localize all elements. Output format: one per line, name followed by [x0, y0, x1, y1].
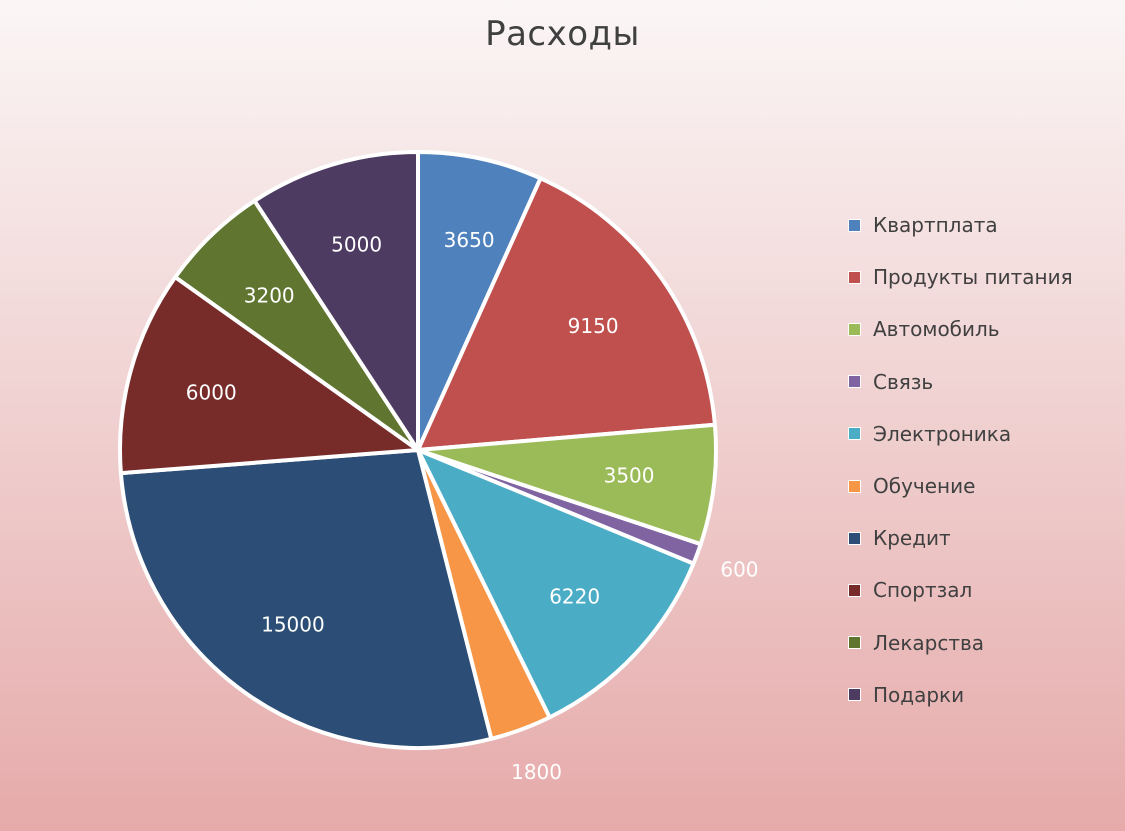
- data-label-2: 9150: [568, 314, 619, 338]
- legend-label: Продукты питания: [873, 265, 1073, 290]
- legend-label: Спортзал: [873, 578, 973, 603]
- pie-slice-7: [118, 448, 494, 750]
- legend-item: Лекарства: [848, 617, 1073, 669]
- legend-swatch: [848, 636, 861, 650]
- legend-swatch: [848, 427, 861, 441]
- legend-swatch: [848, 479, 861, 493]
- legend-swatch: [848, 270, 861, 284]
- data-label-3: 3500: [604, 463, 655, 487]
- legend-item: Спортзал: [848, 564, 1073, 616]
- legend-swatch: [848, 322, 861, 336]
- legend-swatch: [848, 375, 861, 389]
- pie-slice-3: [416, 422, 718, 547]
- pie-slice-2: [416, 176, 717, 452]
- pie-slice-1: [416, 150, 543, 452]
- legend-item: Подарки: [848, 669, 1073, 721]
- legend-item: Кредит: [848, 512, 1073, 564]
- chart-title: Расходы: [485, 14, 640, 54]
- legend-swatch: [848, 531, 861, 545]
- pie-slice-10: [252, 150, 420, 452]
- legend-swatch: [848, 218, 861, 232]
- legend-label: Электроника: [873, 421, 1012, 446]
- legend-item: Продукты питания: [848, 251, 1073, 303]
- legend-swatch: [848, 688, 861, 702]
- legend: Квартплата Продукты питания Автомобиль Связ…: [848, 199, 1073, 721]
- legend-label: Автомобиль: [873, 317, 1000, 342]
- data-label-7: 15000: [261, 612, 325, 636]
- data-label-4: 600: [720, 558, 758, 582]
- legend-item: Электроника: [848, 408, 1073, 460]
- legend-item: Связь: [848, 356, 1073, 408]
- data-label-8: 6000: [186, 381, 237, 405]
- legend-label: Кредит: [873, 526, 951, 551]
- legend-label: Подарки: [873, 682, 965, 707]
- data-label-9: 3200: [244, 283, 295, 307]
- legend-label: Связь: [873, 369, 934, 394]
- legend-label: Обучение: [873, 474, 976, 499]
- legend-item: Квартплата: [848, 199, 1073, 251]
- data-label-5: 6220: [549, 585, 600, 609]
- pie-slice-5: [416, 448, 696, 720]
- legend-label: Лекарства: [873, 630, 985, 655]
- data-label-1: 3650: [444, 228, 495, 252]
- data-label-10: 5000: [331, 232, 382, 256]
- legend-swatch: [848, 583, 861, 597]
- legend-item: Автомобиль: [848, 303, 1073, 355]
- pie-slice-8: [118, 275, 420, 476]
- data-label-6: 1800: [511, 760, 562, 784]
- legend-item: Обучение: [848, 460, 1073, 512]
- legend-label: Квартплата: [873, 213, 998, 238]
